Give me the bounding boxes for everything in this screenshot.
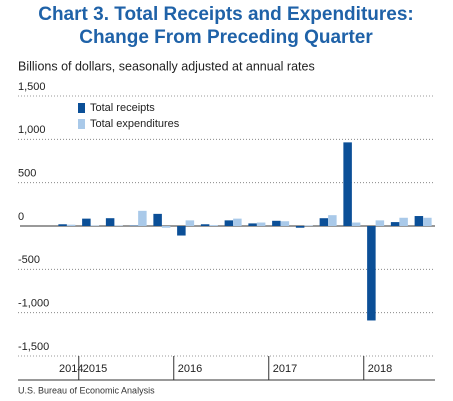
- bar: [138, 210, 147, 226]
- bar: [200, 224, 210, 226]
- x-tick-label: 2018: [368, 363, 392, 375]
- bar: [390, 222, 400, 226]
- bar: [248, 223, 257, 226]
- x-tick-label: 2015: [83, 363, 107, 375]
- y-tick-label: 0: [18, 211, 24, 223]
- bar: [319, 218, 329, 226]
- bar: [295, 226, 305, 228]
- y-tick-label: -1,500: [18, 341, 49, 353]
- bar: [185, 220, 195, 226]
- bar: [209, 225, 218, 226]
- bar: [367, 226, 376, 321]
- bar: [161, 226, 171, 228]
- chart-subtitle: Billions of dollars, seasonally adjusted…: [18, 59, 315, 73]
- x-tick-label: 2016: [178, 363, 202, 375]
- bar: [66, 224, 76, 226]
- bar: [375, 220, 385, 226]
- legend-swatch: [78, 119, 85, 129]
- bar: [177, 226, 186, 236]
- bar: [272, 220, 281, 226]
- bar: [58, 224, 67, 226]
- x-tick-label: 2014: [59, 363, 83, 375]
- bar: [82, 218, 91, 226]
- bar: [343, 142, 352, 226]
- y-tick-label: 1,500: [18, 81, 46, 93]
- bar: [351, 222, 361, 226]
- y-tick-label: 500: [18, 168, 36, 180]
- y-tick-label: 1,000: [18, 124, 46, 136]
- y-tick-label: -1,000: [18, 298, 49, 310]
- bar: [423, 217, 432, 226]
- x-tick-label: 2017: [273, 363, 297, 375]
- bar: [224, 220, 234, 226]
- source-note: U.S. Bureau of Economic Analysis: [18, 385, 155, 395]
- bar: [414, 216, 424, 226]
- legend-swatch: [78, 103, 85, 113]
- bar: [153, 213, 162, 226]
- y-tick-label: -500: [18, 254, 40, 266]
- legend-label: Total receipts: [90, 102, 155, 114]
- bar: [280, 221, 290, 226]
- bar: [105, 218, 115, 226]
- bar: [233, 218, 242, 226]
- bar: [328, 215, 337, 226]
- chart-title: Change From Preceding Quarter: [79, 27, 373, 48]
- bar: [256, 222, 266, 226]
- chart-title: Chart 3. Total Receipts and Expenditures…: [38, 4, 414, 25]
- legend-label: Total expenditures: [90, 118, 180, 130]
- bar: [399, 217, 408, 226]
